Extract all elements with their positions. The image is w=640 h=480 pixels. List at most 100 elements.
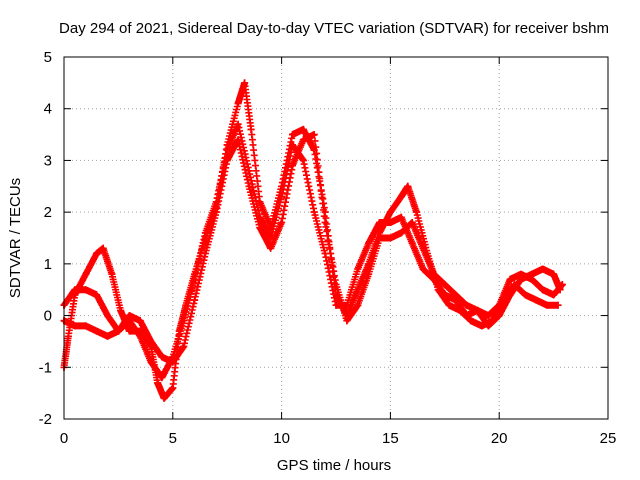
data-point bbox=[278, 219, 286, 226]
y-tick-label: 3 bbox=[44, 152, 52, 169]
data-point bbox=[310, 131, 318, 139]
data-point bbox=[521, 291, 529, 299]
data-point bbox=[191, 296, 199, 304]
data-point bbox=[532, 296, 540, 304]
data-point bbox=[539, 286, 547, 294]
data-point bbox=[506, 275, 514, 283]
data-point bbox=[452, 291, 460, 299]
data-point bbox=[445, 301, 453, 309]
data-point bbox=[234, 100, 242, 107]
data-point bbox=[234, 136, 242, 144]
data-point bbox=[397, 229, 405, 237]
x-tick-label: 20 bbox=[491, 430, 508, 447]
data-point bbox=[506, 291, 514, 299]
data-point bbox=[354, 301, 362, 309]
data-point bbox=[182, 301, 190, 309]
data-point bbox=[554, 301, 562, 309]
data-point bbox=[413, 208, 420, 216]
data-point bbox=[539, 265, 547, 273]
data-point bbox=[430, 270, 438, 278]
chart-title: Day 294 of 2021, Sidereal Day-to-day VTE… bbox=[59, 20, 609, 37]
data-point bbox=[71, 322, 79, 330]
data-point bbox=[245, 182, 253, 190]
data-point bbox=[247, 125, 255, 133]
x-tick-label: 5 bbox=[169, 430, 177, 447]
data-point bbox=[299, 125, 307, 133]
data-point bbox=[154, 379, 162, 387]
data-point bbox=[441, 281, 449, 288]
data-point bbox=[473, 306, 481, 314]
y-tick-label: 0 bbox=[44, 308, 52, 325]
data-point bbox=[310, 208, 318, 216]
data-point bbox=[408, 239, 416, 247]
data-point bbox=[404, 182, 412, 190]
data-point bbox=[212, 208, 220, 216]
grid-lines bbox=[64, 57, 608, 419]
data-point bbox=[71, 291, 79, 299]
data-point bbox=[556, 286, 564, 294]
data-point bbox=[241, 79, 249, 87]
data-marker-track bbox=[60, 79, 562, 402]
data-point bbox=[223, 141, 231, 149]
x-tick-label: 0 bbox=[60, 430, 68, 447]
data-point bbox=[104, 332, 111, 340]
data-point bbox=[267, 244, 275, 252]
data-point bbox=[543, 301, 551, 309]
data-point bbox=[467, 317, 475, 325]
data-point bbox=[517, 275, 525, 283]
y-tick-label: 2 bbox=[44, 204, 52, 221]
data-point bbox=[419, 265, 427, 273]
data-point bbox=[365, 239, 373, 247]
data-point bbox=[550, 291, 558, 299]
data-point bbox=[456, 306, 464, 314]
data-point bbox=[191, 270, 199, 278]
data-point bbox=[114, 327, 122, 335]
data-points bbox=[60, 79, 566, 402]
y-axis-label: SDTVAR / TECUs bbox=[7, 178, 24, 298]
data-point bbox=[397, 213, 405, 221]
data-point bbox=[343, 317, 351, 325]
data-point bbox=[158, 353, 166, 361]
data-point bbox=[169, 384, 177, 392]
y-tick-label: 1 bbox=[44, 256, 52, 273]
y-tick-label: -1 bbox=[39, 359, 52, 376]
data-point bbox=[278, 182, 286, 190]
data-point bbox=[289, 131, 296, 139]
data-point bbox=[136, 317, 144, 325]
data-point bbox=[223, 156, 231, 164]
data-point bbox=[397, 193, 405, 201]
data-point bbox=[267, 224, 275, 232]
data-point bbox=[478, 322, 486, 330]
data-point bbox=[365, 270, 373, 278]
data-point bbox=[495, 312, 503, 320]
data-point bbox=[386, 234, 394, 242]
data-point bbox=[550, 270, 558, 278]
data-point bbox=[299, 136, 307, 144]
data-point bbox=[108, 270, 116, 278]
y-tick-label: 4 bbox=[44, 101, 52, 118]
data-point bbox=[434, 286, 442, 294]
data-point bbox=[99, 244, 107, 252]
data-point bbox=[117, 306, 125, 314]
data-point bbox=[419, 244, 427, 252]
data-point bbox=[463, 301, 471, 309]
data-point bbox=[125, 312, 133, 320]
y-tick-label: 5 bbox=[44, 49, 52, 66]
data-point bbox=[180, 343, 188, 351]
data-point bbox=[386, 208, 394, 216]
data-point bbox=[82, 322, 90, 330]
x-tick-label: 10 bbox=[273, 430, 290, 447]
series-track-3 bbox=[60, 131, 564, 366]
data-point bbox=[64, 332, 72, 340]
axis-ticks bbox=[63, 56, 609, 420]
data-point bbox=[104, 312, 111, 320]
x-tick-label: 25 bbox=[600, 430, 617, 447]
y-tick-label: -2 bbox=[39, 411, 52, 428]
data-point bbox=[256, 198, 264, 206]
data-point bbox=[93, 291, 101, 299]
data-point bbox=[93, 327, 101, 335]
data-point bbox=[160, 394, 168, 402]
data-point bbox=[528, 270, 536, 278]
data-point bbox=[201, 250, 209, 257]
